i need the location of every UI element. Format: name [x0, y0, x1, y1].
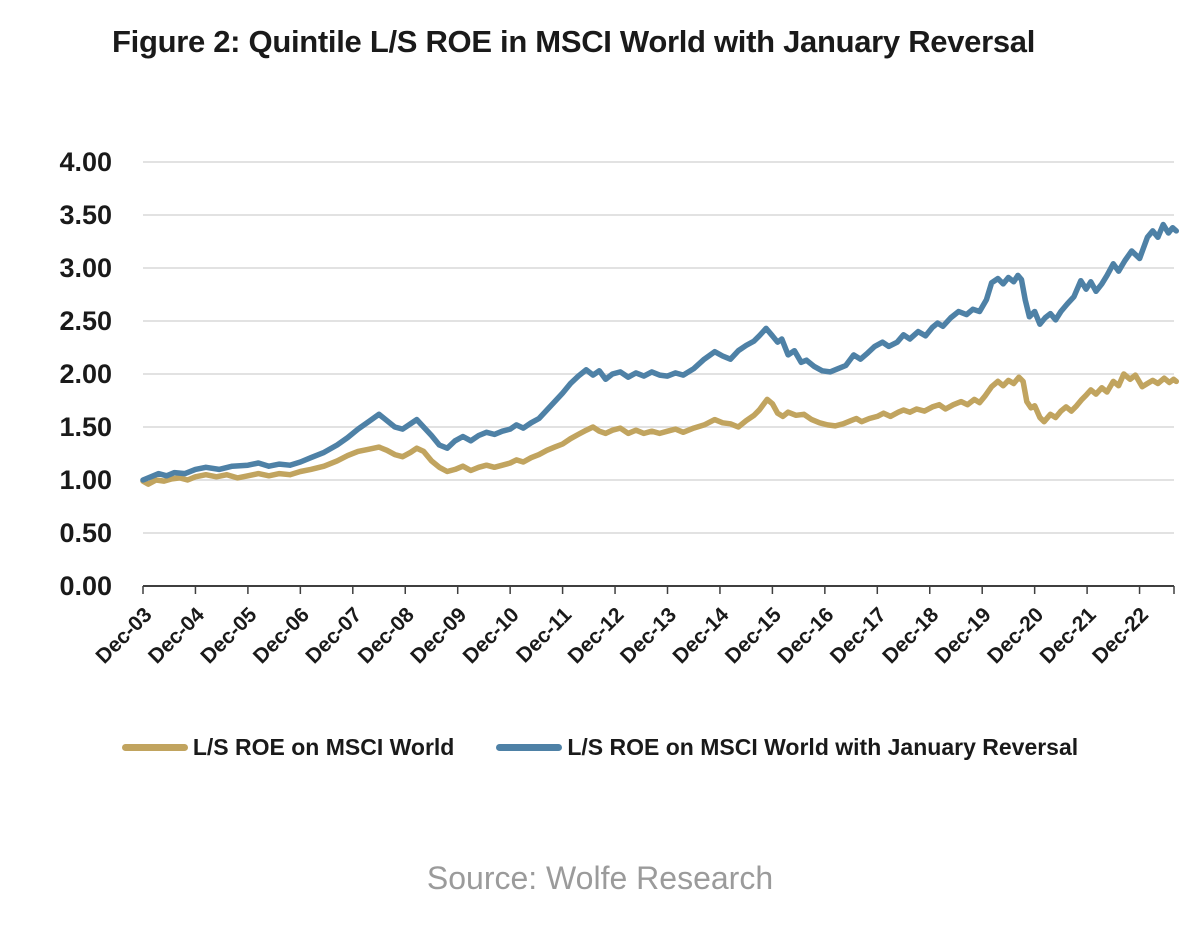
series-line-l-s-roe-on-msci-world — [140, 371, 1180, 487]
y-tick-label-0.50: 0.50 — [59, 518, 112, 548]
x-tick-label-Dec-03: Dec-03 — [92, 603, 157, 668]
y-tick-label-2.50: 2.50 — [59, 306, 112, 336]
legend-swatch-blue — [496, 743, 563, 751]
legend-label-msci-world: L/S ROE on MSCI World — [192, 733, 455, 760]
x-tick-label-Dec-11: Dec-11 — [512, 603, 576, 667]
x-tick-label-Dec-08: Dec-08 — [354, 603, 419, 668]
line-chart: 0.00 0.50 1.00 1.50 2.00 2.50 3.00 3.50 4.00 Dec-… — [59, 147, 1180, 668]
legend-label-january-reversal: L/S ROE on MSCI World with January Rever… — [567, 733, 1079, 760]
x-tick-label-Dec-06: Dec-06 — [249, 603, 314, 668]
y-tick-label-1.00: 1.00 — [59, 465, 112, 495]
y-tick-label-1.50: 1.50 — [59, 412, 112, 442]
x-tick-label-Dec-09: Dec-09 — [406, 603, 471, 668]
x-tick-label-Dec-21: Dec-21 — [1036, 603, 1101, 668]
legend-swatch-gold — [121, 743, 188, 751]
x-tick-label-Dec-10: Dec-10 — [459, 603, 524, 668]
series-line-l-s-roe-on-msci-world-with-january-reversal — [140, 221, 1180, 483]
x-tick-label-Dec-05: Dec-05 — [196, 603, 261, 668]
chart-title: Figure 2: Quintile L/S ROE in MSCI World… — [112, 24, 1036, 59]
x-tick-label-Dec-04: Dec-04 — [144, 603, 209, 668]
x-tick-label-Dec-15: Dec-15 — [721, 603, 786, 668]
x-tick-label-Dec-14: Dec-14 — [669, 603, 734, 668]
x-tick-label-Dec-07: Dec-07 — [301, 603, 366, 668]
x-tick-label-Dec-22: Dec-22 — [1088, 603, 1153, 668]
x-tick-label-Dec-16: Dec-16 — [773, 603, 838, 668]
y-tick-label-2.00: 2.00 — [59, 359, 112, 389]
y-tick-label-4.00: 4.00 — [59, 147, 112, 177]
y-tick-label-3.50: 3.50 — [59, 200, 112, 230]
y-tick-label-0.00: 0.00 — [59, 571, 112, 601]
y-tick-label-3.00: 3.00 — [59, 253, 112, 283]
x-tick-label-Dec-12: Dec-12 — [564, 603, 629, 668]
chart-legend: L/S ROE on MSCI World L/S ROE on MSCI Wo… — [0, 726, 1200, 768]
x-tick-label-Dec-20: Dec-20 — [983, 603, 1048, 668]
x-tick-label-Dec-18: Dec-18 — [878, 603, 943, 668]
legend-item-january-reversal: L/S ROE on MSCI World with January Rever… — [496, 734, 1078, 761]
x-tick-label-Dec-17: Dec-17 — [826, 603, 891, 668]
legend-item-msci-world: L/S ROE on MSCI World — [121, 733, 455, 761]
source-note: Source: Wolfe Research — [426, 860, 774, 896]
x-tick-label-Dec-19: Dec-19 — [931, 603, 996, 668]
x-tick-label-Dec-13: Dec-13 — [616, 603, 681, 668]
